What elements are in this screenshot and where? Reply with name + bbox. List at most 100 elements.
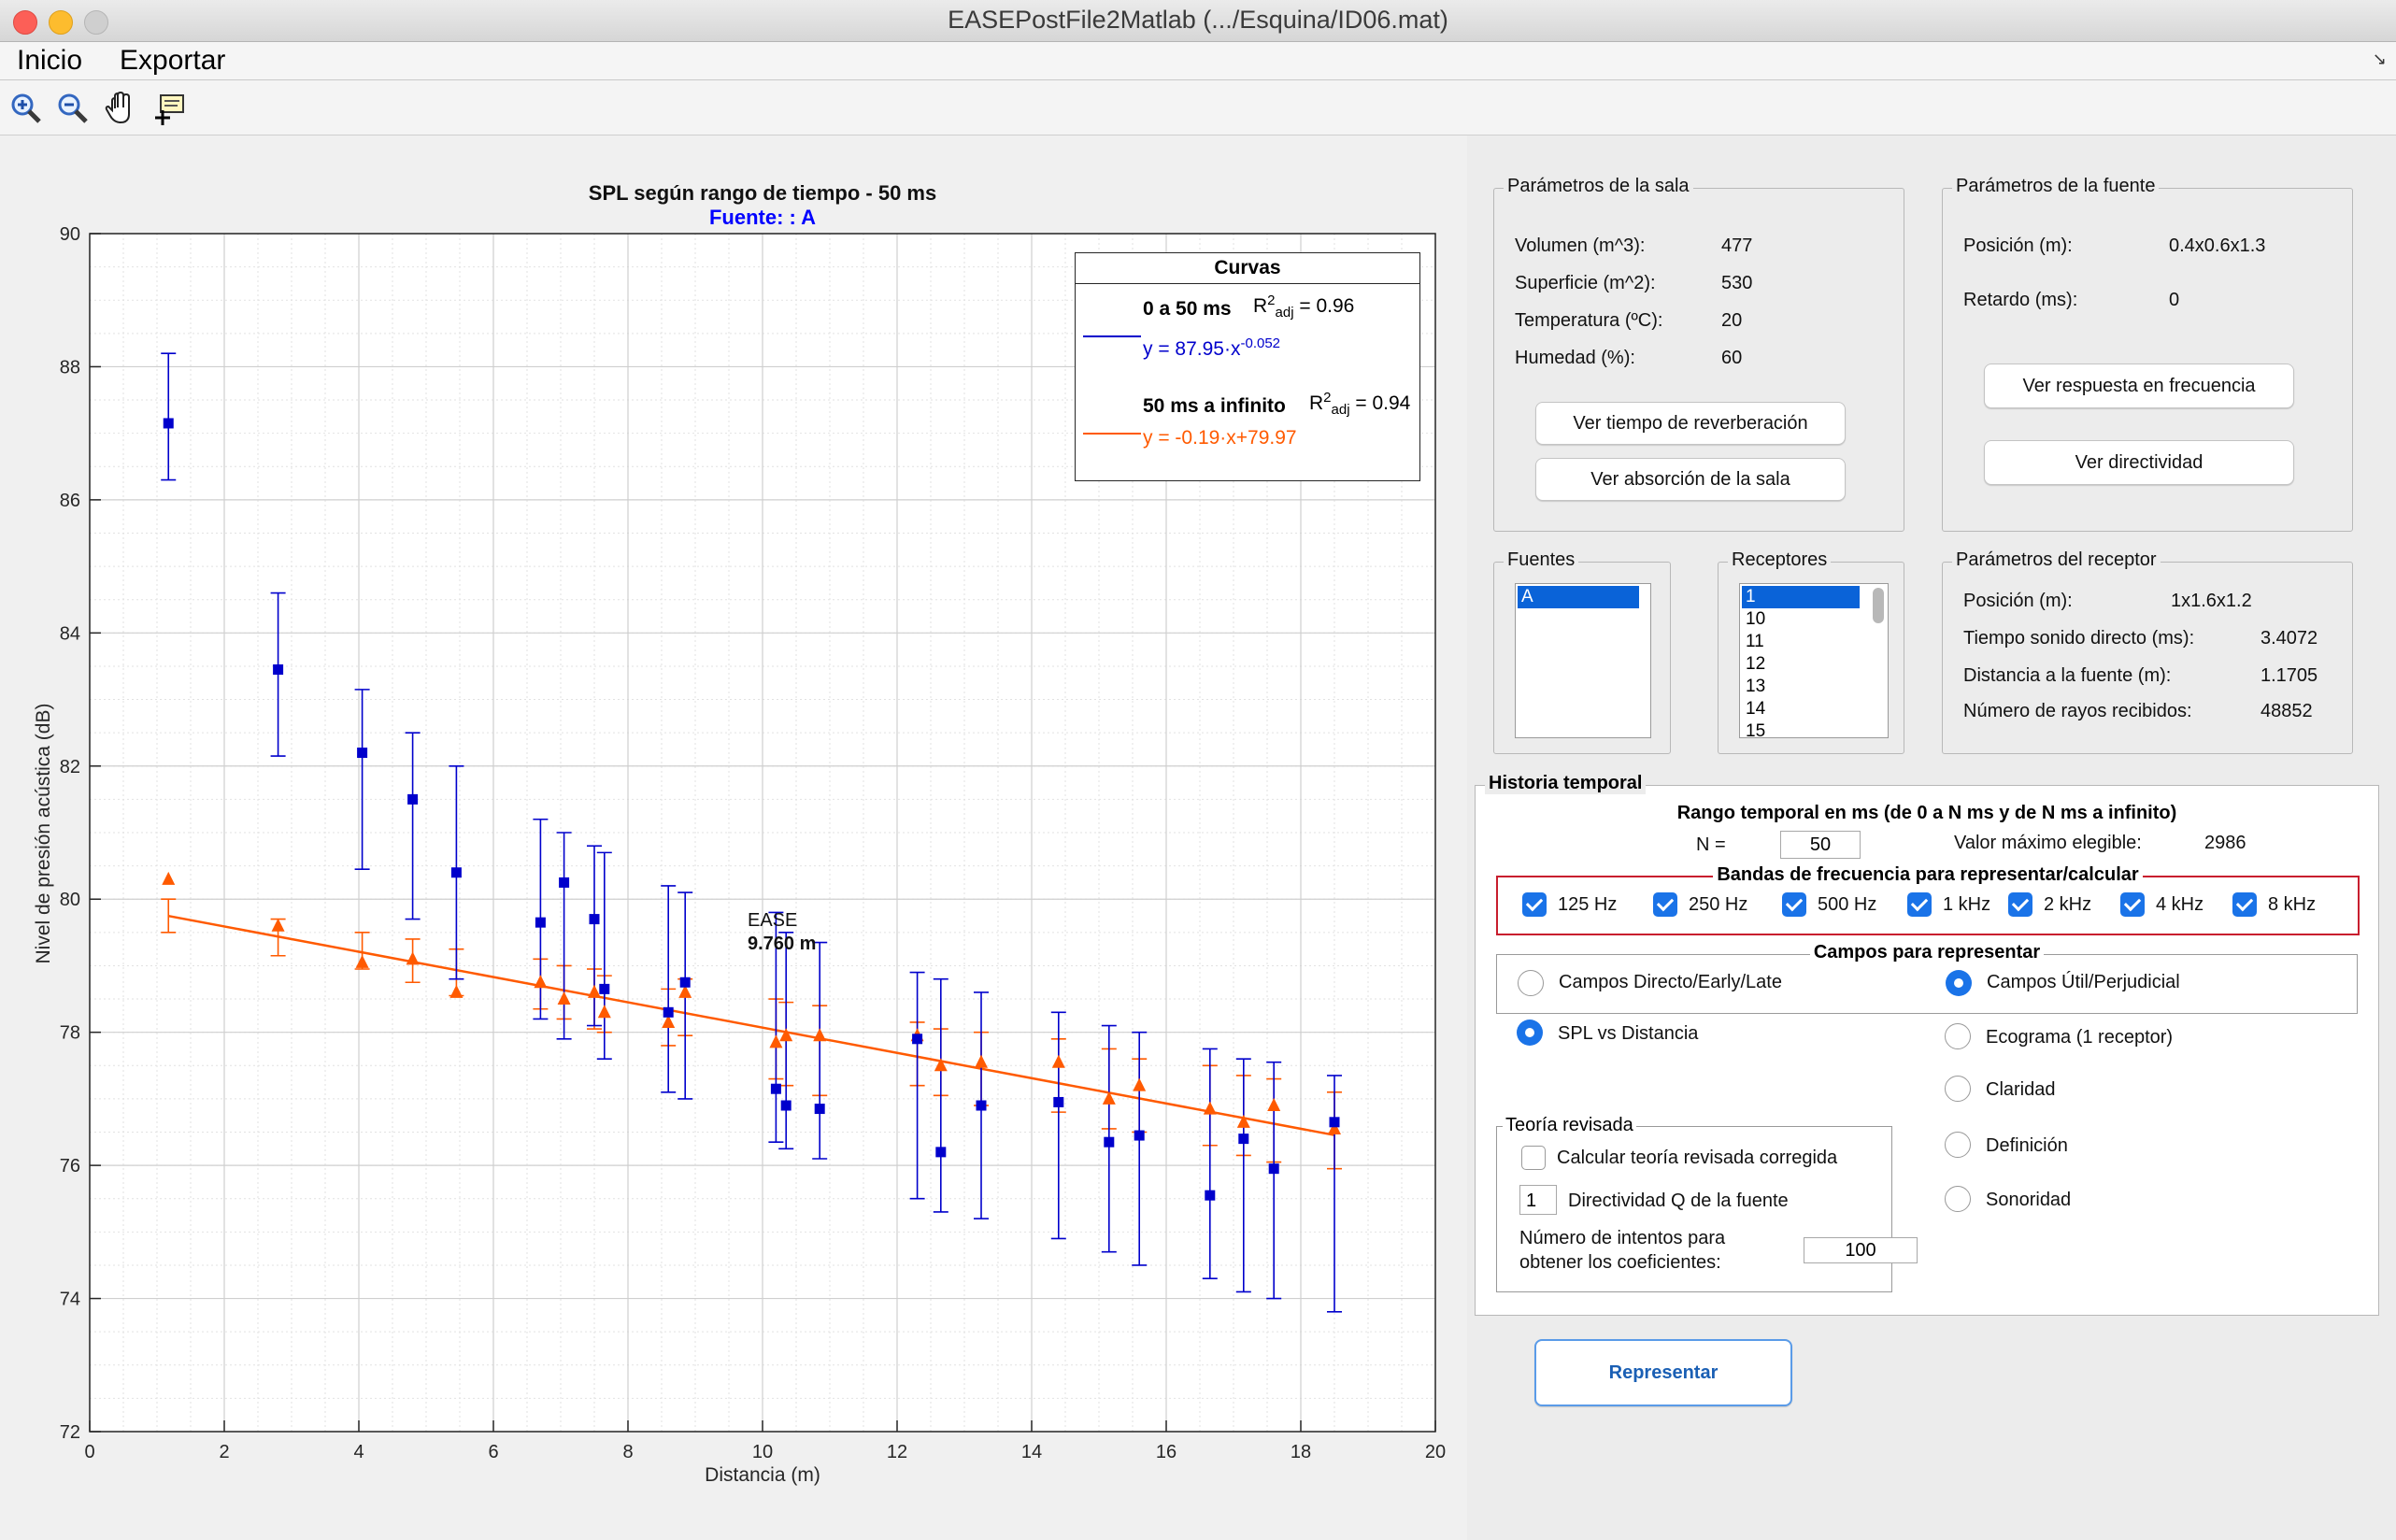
data-point-early — [663, 1006, 674, 1018]
legend-title: Curvas — [1076, 253, 1419, 284]
y-tick-label: 88 — [60, 357, 80, 378]
zoom-in-icon[interactable] — [7, 90, 45, 127]
x-tick-label: 20 — [1425, 1442, 1446, 1462]
plot-legend: Curvas 0 a 50 ms R2adj = 0.96 y = 87.95·… — [1075, 252, 1420, 481]
x-tick-label: 4 — [353, 1442, 364, 1462]
max-label: Valor máximo elegible: — [1954, 833, 2142, 853]
close-window-button[interactable] — [13, 10, 37, 35]
receptores-list-item[interactable]: 14 — [1746, 699, 1766, 719]
y-tick-label: 78 — [60, 1023, 80, 1044]
teoria-checkbox[interactable] — [1521, 1146, 1546, 1170]
ver-directividad-button[interactable]: Ver directividad — [1984, 440, 2294, 485]
data-point-early — [589, 914, 600, 925]
definicion-radio[interactable] — [1945, 1132, 1971, 1158]
menu-exportar[interactable]: Exportar — [120, 45, 226, 76]
intentos-input[interactable]: 100 — [1804, 1237, 1918, 1263]
window-title: EASEPostFile2Matlab (.../Esquina/ID06.ma… — [948, 6, 1448, 34]
band-250-label: 250 Hz — [1689, 894, 1748, 915]
receptores-scrollbar[interactable] — [1873, 588, 1884, 623]
receptores-panel-title: Receptores — [1728, 549, 1832, 571]
band-8k-checkbox[interactable] — [2232, 892, 2257, 917]
ver-reverberacion-button[interactable]: Ver tiempo de reverberación — [1535, 402, 1846, 445]
y-tick-label: 74 — [60, 1290, 80, 1310]
legend-line-late — [1083, 433, 1141, 435]
campos-directo-radio[interactable] — [1518, 970, 1544, 996]
data-cursor-icon[interactable] — [151, 90, 189, 127]
directividad-q-input[interactable]: 1 — [1519, 1185, 1557, 1215]
spl-distancia-radio[interactable] — [1517, 1020, 1543, 1046]
legend-series2-equation: y = -0.19·x+79.97 — [1143, 427, 1297, 449]
band-4k-checkbox[interactable] — [2120, 892, 2145, 917]
ver-absorcion-button[interactable]: Ver absorción de la sala — [1535, 458, 1846, 501]
data-point-late — [662, 1014, 676, 1028]
campos-util-radio[interactable] — [1946, 970, 1972, 996]
intentos-label-line2: obtener los coeficientes: — [1519, 1252, 1721, 1273]
legend-series1-r2: R2adj = 0.96 — [1253, 292, 1354, 321]
sonoridad-radio[interactable] — [1945, 1186, 1971, 1212]
fuente-retardo-label: Retardo (ms): — [1963, 290, 2078, 310]
legend-series2-r2: R2adj = 0.94 — [1309, 390, 1410, 418]
zoom-out-icon[interactable] — [54, 90, 92, 127]
data-point-late — [1133, 1077, 1147, 1091]
y-tick-label: 90 — [60, 224, 80, 245]
resize-arrow-icon[interactable]: ↘ — [2372, 50, 2387, 68]
receptores-list-item[interactable]: 10 — [1746, 609, 1766, 629]
legend-r-value: = 0.96 — [1299, 295, 1355, 317]
data-point-early — [976, 1100, 987, 1111]
data-point-late — [588, 984, 601, 998]
band-2k-checkbox[interactable] — [2008, 892, 2032, 917]
n-input[interactable]: 50 — [1780, 831, 1861, 859]
data-point-early — [163, 418, 174, 429]
receptores-list-item[interactable]: 13 — [1746, 677, 1766, 696]
receptores-list-item[interactable]: 12 — [1746, 654, 1766, 674]
band-250-checkbox[interactable] — [1653, 892, 1677, 917]
sala-volumen-label: Volumen (m^3): — [1515, 235, 1646, 256]
data-point-late — [1267, 1098, 1281, 1112]
legend-r-sup: 2 — [1267, 292, 1276, 308]
data-markers — [162, 418, 1341, 1201]
data-point-early — [599, 983, 610, 994]
sala-temperatura-label: Temperatura (ºC): — [1515, 310, 1663, 331]
data-point-early — [770, 1083, 781, 1094]
bandas-title-wrap: Bandas de frecuencia para representar/ca… — [1498, 864, 2358, 886]
fuente-posicion-label: Posición (m): — [1963, 235, 2073, 256]
data-point-late — [769, 1034, 783, 1048]
definicion-label: Definición — [1986, 1135, 2068, 1156]
receptores-list-item[interactable]: 15 — [1746, 721, 1766, 738]
band-125-checkbox[interactable] — [1522, 892, 1547, 917]
teoria-group: Teoría revisada Calcular teoría revisada… — [1496, 1115, 1918, 1292]
band-1k-checkbox[interactable] — [1907, 892, 1932, 917]
zoom-window-button[interactable] — [84, 10, 108, 35]
fuente-retardo-value: 0 — [2169, 290, 2180, 310]
ecograma-radio[interactable] — [1945, 1023, 1971, 1049]
band-4k-label: 4 kHz — [2156, 894, 2204, 915]
receptor-panel: Parámetros del receptor Posición (m): 1x… — [1942, 549, 2353, 754]
fuente-posicion-value: 0.4x0.6x1.3 — [2169, 235, 2266, 256]
y-tick-label: 76 — [60, 1156, 80, 1176]
legend-series2-name: 50 ms a infinito — [1143, 395, 1286, 417]
plot-subtitle: Fuente: : A — [708, 206, 817, 229]
x-tick-label: 16 — [1156, 1442, 1177, 1462]
max-value: 2986 — [2204, 833, 2246, 853]
data-point-late — [813, 1028, 827, 1042]
x-tick-label: 14 — [1021, 1442, 1042, 1462]
representar-button[interactable]: Representar — [1534, 1339, 1792, 1406]
minimize-window-button[interactable] — [49, 10, 73, 35]
legend-r-symbol: R — [1309, 392, 1324, 414]
receptores-listbox[interactable]: 1 10 11 12 13 14 15 — [1739, 583, 1889, 738]
intentos-label-line1: Número de intentos para — [1519, 1228, 1726, 1248]
fuentes-list-item[interactable]: A — [1518, 586, 1639, 608]
fuentes-panel-title: Fuentes — [1504, 549, 1579, 571]
legend-r-sup: 2 — [1323, 390, 1332, 406]
ver-respuesta-frecuencia-button[interactable]: Ver respuesta en frecuencia — [1984, 364, 2294, 408]
band-500-checkbox[interactable] — [1782, 892, 1806, 917]
plot-frame — [89, 233, 1436, 1433]
receptores-list-item[interactable]: 1 — [1742, 586, 1860, 608]
pan-hand-icon[interactable] — [103, 90, 140, 127]
fuente-panel: Parámetros de la fuente Posición (m): 0.… — [1942, 176, 2353, 532]
receptores-list-item[interactable]: 11 — [1746, 632, 1764, 651]
claridad-radio[interactable] — [1945, 1076, 1971, 1102]
fuentes-listbox[interactable]: A — [1515, 583, 1651, 738]
menu-inicio[interactable]: Inicio — [17, 45, 83, 76]
x-tick-label: 8 — [622, 1442, 633, 1462]
